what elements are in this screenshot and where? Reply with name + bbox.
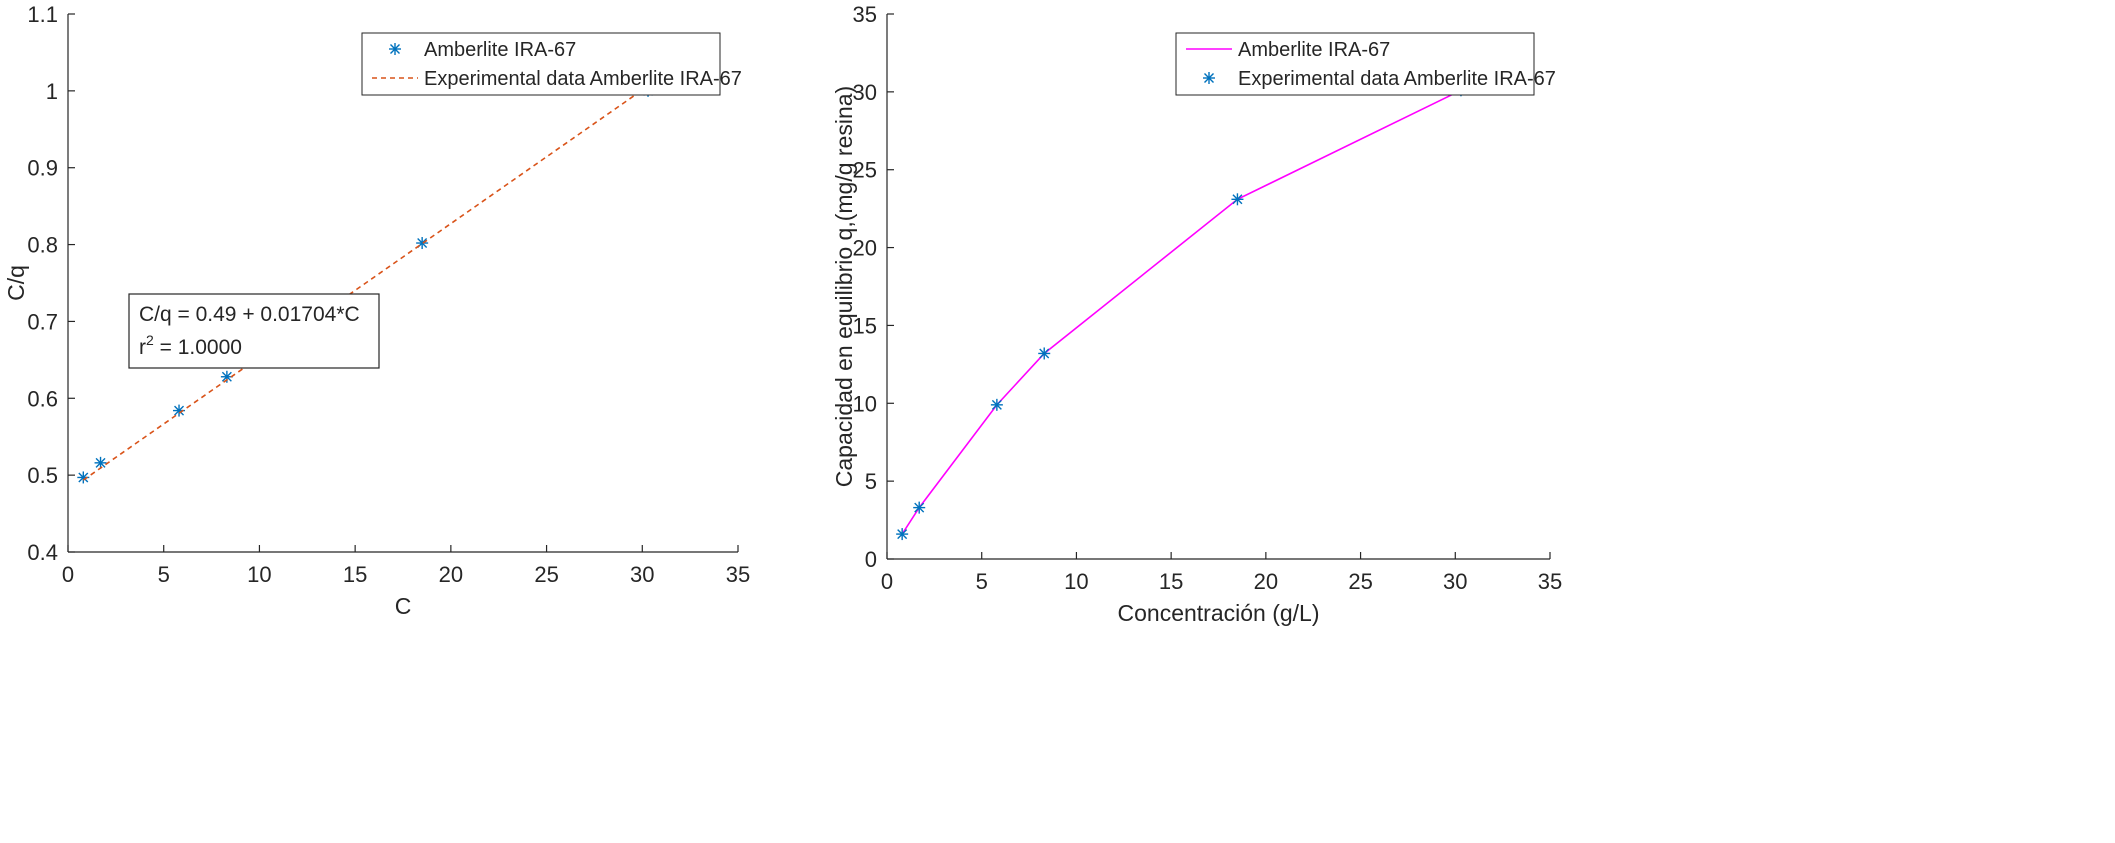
- data-point: [1038, 347, 1051, 360]
- data-point: [913, 501, 926, 514]
- legend-label: Experimental data Amberlite IRA-67: [1238, 68, 1556, 90]
- legend-box: [361, 32, 721, 96]
- chart-left-linearized-isotherm: 0 5 10 15 20 25 30 35 0.4 0.5 0.6 0.7 0.8 0.9 1 1.1 C C/q…: [3, 2, 750, 619]
- r-squared-value: = 1.0000: [154, 336, 242, 359]
- y-tick-label: 0.9: [27, 156, 58, 181]
- marker-stroke: [991, 399, 1002, 410]
- r-squared: r2 = 1.0000: [139, 332, 242, 359]
- y-tick-label: 20: [853, 236, 877, 261]
- marker-stroke: [390, 44, 400, 54]
- x-axis-label: C: [395, 593, 412, 619]
- legend-label: Amberlite IRA-67: [1238, 39, 1390, 61]
- y-tick-label: 0.7: [27, 309, 58, 334]
- y-tick-label: 0.6: [27, 386, 58, 411]
- x-tick-label: 20: [1254, 569, 1278, 594]
- y-axis-label: C/q: [3, 265, 29, 301]
- y-tick-label: 0.5: [27, 463, 58, 488]
- r-squared-superscript: 2: [146, 332, 154, 348]
- y-tick-label: 5: [865, 469, 877, 494]
- x-tick-label: 5: [158, 562, 170, 587]
- x-tick-label: 30: [630, 562, 654, 587]
- marker-stroke: [1232, 194, 1243, 205]
- y-tick-label: 0.8: [27, 233, 58, 258]
- y-tick-label: 1.1: [27, 2, 58, 27]
- y-axis-label: Capacidad en equilibrio q,(mg/g resina): [831, 86, 857, 487]
- fit-equation: C/q = 0.49 + 0.01704*C: [139, 303, 360, 326]
- series-line: [82, 85, 649, 481]
- x-tick-label: 0: [881, 569, 893, 594]
- y-tick-label: 0.4: [27, 540, 58, 565]
- x-tick-label: 15: [1159, 569, 1183, 594]
- x-tick-label: 10: [1064, 569, 1088, 594]
- x-tick-label: 15: [343, 562, 367, 587]
- series-markers: [896, 84, 1467, 541]
- x-tick-label: 35: [1538, 569, 1562, 594]
- series-line: [901, 89, 1462, 535]
- y-tick-label: 10: [853, 391, 877, 416]
- annotation-box: [128, 293, 380, 369]
- marker-stroke: [914, 502, 925, 513]
- legend: Amberlite IRA-67 Experimental data Amberl…: [361, 32, 742, 96]
- r-squared-symbol: r: [139, 336, 146, 359]
- marker-stroke: [897, 529, 908, 540]
- legend-label: Amberlite IRA-67: [424, 39, 576, 61]
- series-markers: [77, 84, 655, 484]
- fit-annotation: C/q = 0.49 + 0.01704*C r2 = 1.0000: [128, 293, 380, 369]
- marker-stroke: [1204, 73, 1214, 83]
- x-tick-label: 5: [976, 569, 988, 594]
- y-tick-label: 0: [865, 547, 877, 572]
- y-tick-label: 35: [853, 2, 877, 27]
- data-point: [990, 398, 1003, 411]
- legend-marker: [389, 43, 401, 55]
- x-tick-label: 20: [439, 562, 463, 587]
- x-tick-label: 25: [534, 562, 558, 587]
- y-tick-label: 1: [46, 79, 58, 104]
- legend-marker: [1203, 72, 1215, 84]
- chart-right-adsorption-isotherm: 0 5 10 15 20 25 30 35 0 5 10 15 20 25 30 35 Concentració…: [831, 2, 1562, 626]
- x-tick-label: 0: [62, 562, 74, 587]
- y-tick-label: 25: [853, 158, 877, 183]
- marker-stroke: [174, 405, 185, 416]
- x-tick-label: 35: [726, 562, 750, 587]
- legend-box: [1175, 32, 1535, 96]
- x-tick-label: 10: [247, 562, 271, 587]
- y-tick-label: 30: [853, 80, 877, 105]
- data-point: [94, 456, 107, 469]
- marker-stroke: [95, 457, 106, 468]
- y-tick-label: 15: [853, 313, 877, 338]
- marker-stroke: [78, 472, 89, 483]
- marker-stroke: [221, 371, 232, 382]
- legend-label: Experimental data Amberlite IRA-67: [424, 68, 742, 90]
- legend: Amberlite IRA-67 Experimental data Amberl…: [1175, 32, 1556, 96]
- x-tick-label: 30: [1443, 569, 1467, 594]
- data-point: [1231, 193, 1244, 206]
- x-axis-label: Concentración (g/L): [1118, 600, 1320, 626]
- marker-stroke: [1039, 348, 1050, 359]
- data-point: [896, 528, 909, 541]
- x-tick-label: 25: [1348, 569, 1372, 594]
